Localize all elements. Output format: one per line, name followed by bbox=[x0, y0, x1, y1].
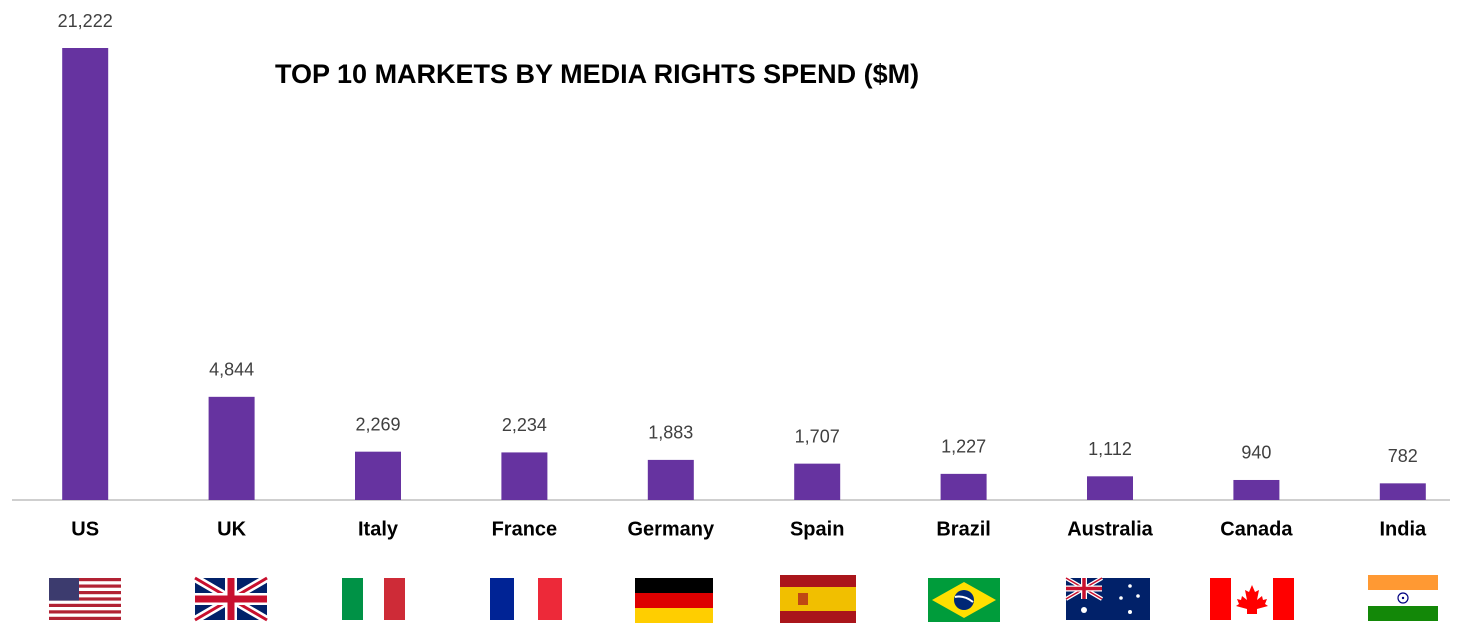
bar bbox=[1233, 479, 1280, 500]
x-tick-label: Brazil bbox=[936, 518, 990, 540]
flag-france bbox=[490, 578, 562, 620]
flags bbox=[49, 574, 1438, 624]
bar bbox=[208, 396, 255, 500]
value-label: 1,227 bbox=[941, 437, 986, 457]
value-label: 4,844 bbox=[209, 360, 254, 380]
chart-title: TOP 10 MARKETS BY MEDIA RIGHTS SPEND ($M… bbox=[275, 59, 919, 89]
bar bbox=[355, 451, 401, 500]
flag-brazil bbox=[928, 578, 1000, 622]
flag-italy bbox=[342, 578, 405, 620]
value-label: 1,707 bbox=[795, 426, 840, 446]
flag-spain bbox=[780, 575, 856, 623]
bar bbox=[647, 459, 694, 500]
bar bbox=[1087, 476, 1133, 500]
value-label: 2,234 bbox=[502, 415, 547, 435]
flag-germany bbox=[635, 578, 713, 623]
x-tick-label: France bbox=[492, 518, 558, 540]
x-tick-label: US bbox=[71, 518, 99, 540]
value-label: 940 bbox=[1241, 443, 1271, 463]
flag-india bbox=[1368, 575, 1438, 621]
x-tick-label: Spain bbox=[790, 518, 844, 540]
bar bbox=[62, 48, 109, 500]
value-label: 2,269 bbox=[355, 414, 400, 434]
x-tick-label: UK bbox=[217, 518, 246, 540]
x-tick-label: Canada bbox=[1220, 518, 1293, 540]
flag-australia bbox=[1064, 576, 1150, 620]
x-tick-label: India bbox=[1379, 518, 1427, 540]
x-tick-label: Germany bbox=[627, 518, 715, 540]
value-label: 21,222 bbox=[58, 11, 113, 31]
x-tick-label: Italy bbox=[358, 518, 399, 540]
bar bbox=[794, 463, 841, 500]
flag-canada bbox=[1210, 578, 1294, 620]
bar bbox=[940, 473, 987, 500]
bar bbox=[501, 452, 548, 500]
value-label: 782 bbox=[1388, 446, 1418, 466]
bar bbox=[1379, 483, 1426, 500]
value-label: 1,883 bbox=[648, 423, 693, 443]
flag-uk bbox=[192, 574, 270, 624]
flag-us bbox=[49, 578, 121, 620]
value-label: 1,112 bbox=[1088, 439, 1132, 459]
x-tick-label: Australia bbox=[1067, 518, 1153, 540]
